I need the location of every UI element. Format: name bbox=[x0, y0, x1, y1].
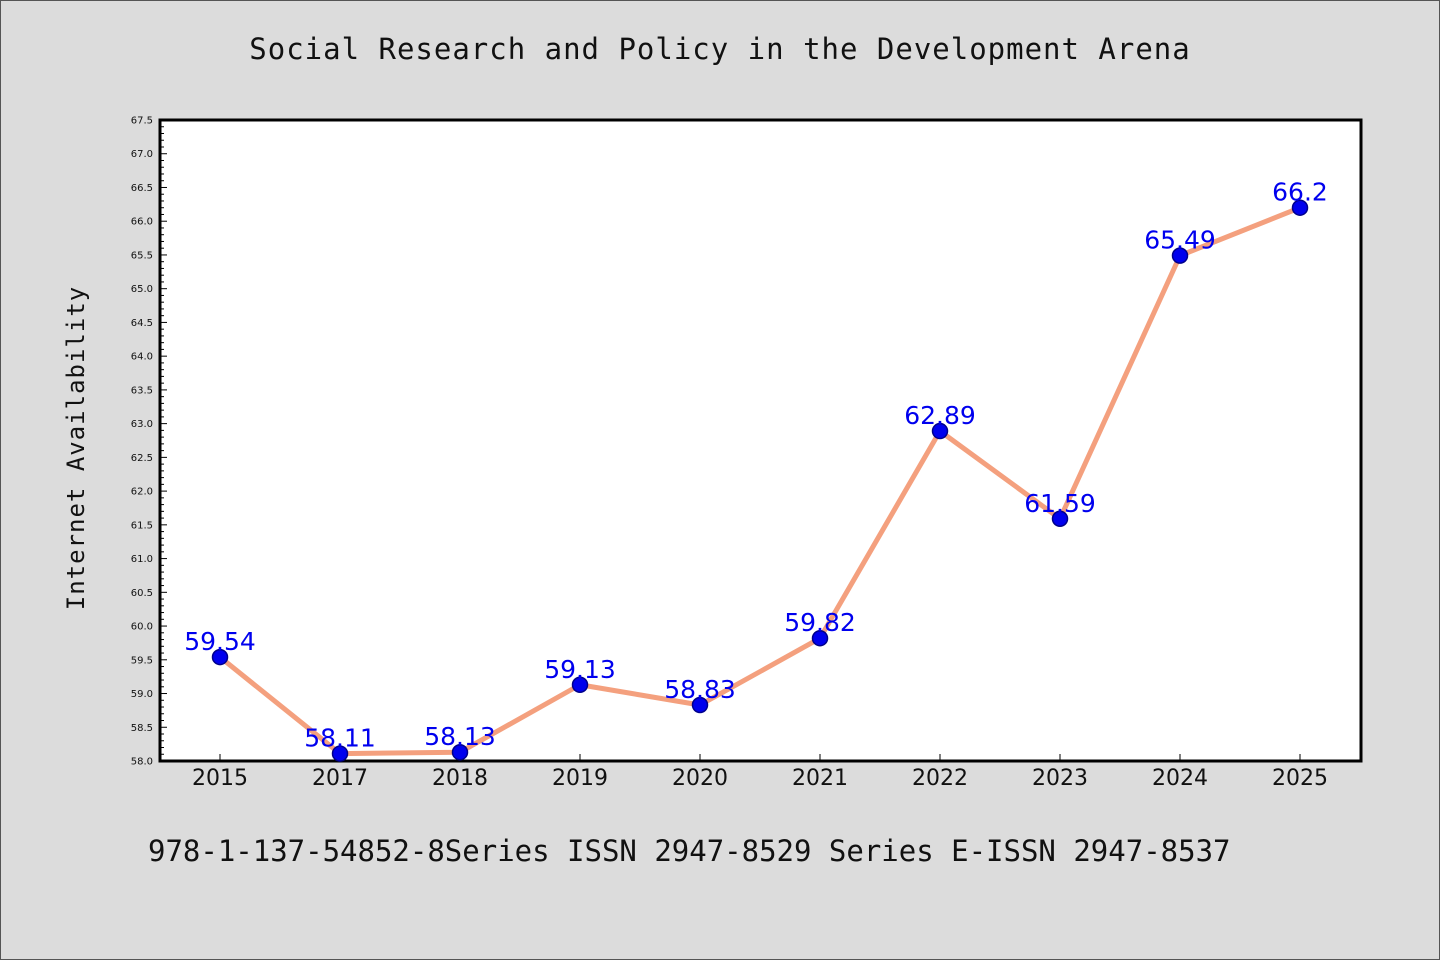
x-tick-label: 2018 bbox=[432, 766, 488, 791]
y-tick-label: 59.5 bbox=[131, 655, 153, 666]
data-point bbox=[331, 745, 349, 762]
data-point bbox=[691, 696, 709, 714]
data-label: 59.54 bbox=[184, 627, 256, 656]
y-tick-label: 61.5 bbox=[131, 520, 153, 531]
y-tick-label: 64.0 bbox=[131, 352, 153, 363]
y-tick-label: 65.0 bbox=[131, 284, 153, 295]
x-tick-label: 2020 bbox=[672, 766, 728, 791]
y-tick-label: 62.0 bbox=[131, 487, 153, 498]
y-tick-label: 63.0 bbox=[131, 419, 153, 430]
y-tick-label: 61.0 bbox=[131, 554, 153, 565]
data-label: 62.89 bbox=[904, 401, 976, 430]
y-tick-label: 59.0 bbox=[131, 689, 153, 700]
y-tick-label: 66.0 bbox=[131, 217, 153, 228]
y-tick-label: 65.5 bbox=[131, 250, 153, 261]
data-point bbox=[451, 743, 469, 761]
data-label: 65.49 bbox=[1144, 226, 1216, 255]
y-tick-label: 63.5 bbox=[131, 385, 153, 396]
data-point bbox=[1291, 199, 1309, 216]
data-point bbox=[211, 648, 229, 666]
data-label: 59.82 bbox=[784, 608, 856, 637]
y-tick-label: 66.5 bbox=[131, 183, 153, 194]
data-label: 66.2 bbox=[1272, 178, 1328, 207]
data-point bbox=[931, 422, 949, 440]
data-point bbox=[1051, 510, 1069, 528]
y-tick-label: 60.5 bbox=[131, 588, 153, 599]
data-label: 58.83 bbox=[664, 675, 736, 704]
y-axis: 58.0 58.5 59.0 59.5 60.0 60.5 61.0 61.5 62.0 62.5… bbox=[131, 116, 167, 768]
data-label: 58.11 bbox=[304, 724, 376, 753]
x-tick-label: 2025 bbox=[1272, 766, 1328, 791]
data-labels: 59.54 58.11 58.13 59.13 58.83 59.82 62.89 61.59… bbox=[184, 178, 1328, 753]
y-tick-label: 58.5 bbox=[131, 723, 153, 734]
series-line bbox=[217, 205, 1303, 757]
plot-area bbox=[158, 118, 1363, 763]
x-tick-label: 2019 bbox=[552, 766, 608, 791]
data-label: 58.13 bbox=[424, 722, 496, 751]
y-tick-label: 67.5 bbox=[131, 116, 153, 127]
y-tick-label: 58.0 bbox=[131, 757, 153, 768]
data-markers bbox=[211, 199, 1309, 762]
y-tick-label: 67.0 bbox=[131, 149, 153, 160]
data-point bbox=[571, 676, 589, 694]
data-point bbox=[811, 629, 829, 647]
chart-title: Social Research and Policy in the Develo… bbox=[249, 32, 1191, 66]
data-label: 59.13 bbox=[544, 655, 616, 684]
x-tick-label: 2024 bbox=[1152, 766, 1208, 791]
x-axis: 2015 2017 2018 2019 2020 2021 2022 2023 2024 2025 bbox=[192, 754, 1328, 791]
x-tick-label: 2022 bbox=[912, 766, 968, 791]
x-tick-label: 2017 bbox=[312, 766, 368, 791]
data-point bbox=[1171, 247, 1189, 264]
x-tick-label: 2023 bbox=[1032, 766, 1088, 791]
y-tick-label: 64.5 bbox=[131, 318, 153, 329]
x-tick-label: 2021 bbox=[792, 766, 848, 791]
y-tick-label: 60.0 bbox=[131, 622, 153, 633]
footer-note: 978-1-137-54852-8Series ISSN 2947-8529 S… bbox=[148, 834, 1231, 868]
y-tick-label: 62.5 bbox=[131, 453, 153, 464]
x-tick-label: 2015 bbox=[192, 766, 248, 791]
data-label: 61.59 bbox=[1024, 489, 1096, 518]
